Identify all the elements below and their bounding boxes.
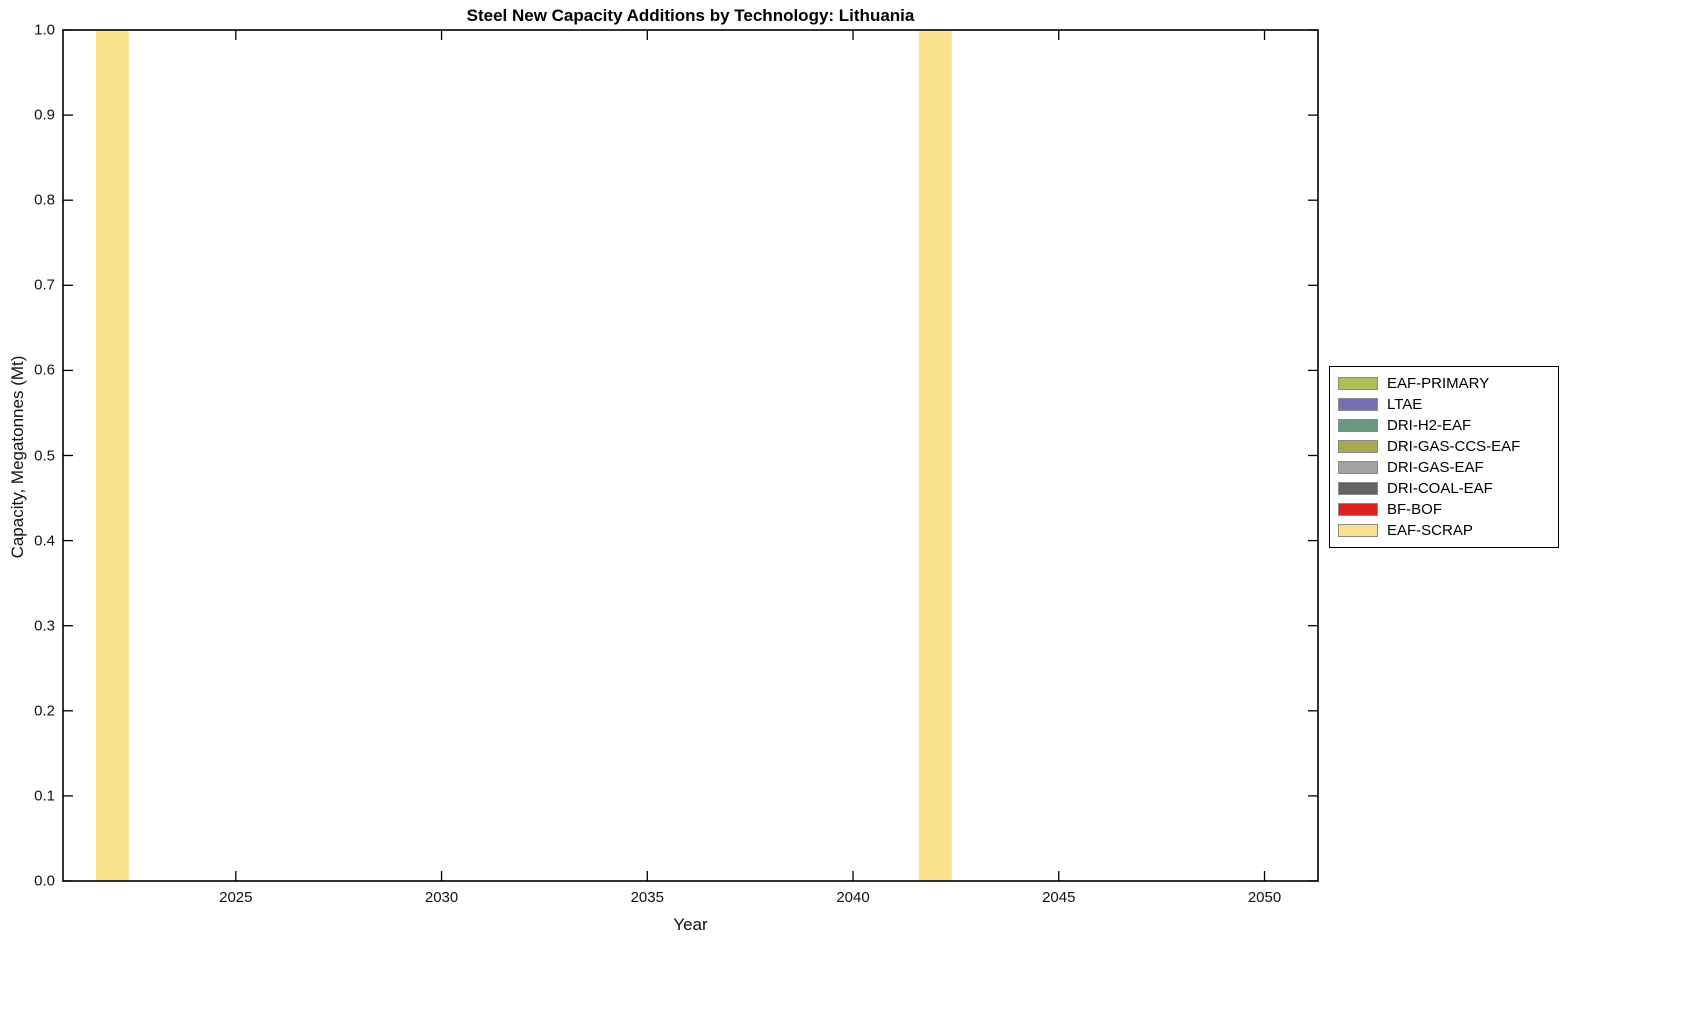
bar-eaf-scrap-2042[interactable] [918, 30, 952, 881]
legend-label-bf-bof: BF-BOF [1387, 501, 1442, 518]
legend-label-eaf-scrap: EAF-SCRAP [1387, 522, 1473, 539]
y-axis-label: Capacity, Megatonnes (Mt) [8, 355, 27, 559]
legend-swatch-dri-gas-eaf [1338, 461, 1378, 474]
legend-item-dri-gas-ccs-eaf[interactable]: DRI-GAS-CCS-EAF [1338, 436, 1550, 457]
y-tick-label-0.9: 0.9 [34, 106, 55, 124]
legend-swatch-ltae [1338, 398, 1378, 411]
x-tick-label-2025: 2025 [219, 889, 253, 906]
legend-item-dri-gas-eaf[interactable]: DRI-GAS-EAF [1338, 457, 1550, 478]
legend-label-dri-gas-ccs-eaf: DRI-GAS-CCS-EAF [1387, 438, 1521, 455]
x-tick-label-2040: 2040 [836, 889, 870, 906]
x-tick-label-2030: 2030 [424, 889, 459, 906]
legend-swatch-dri-h2-eaf [1338, 419, 1378, 432]
legend-label-eaf-primary: EAF-PRIMARY [1387, 375, 1490, 392]
y-tick-label-0.0: 0.0 [34, 872, 55, 890]
legend-label-dri-gas-eaf: DRI-GAS-EAF [1387, 459, 1484, 476]
legend-item-eaf-scrap[interactable]: EAF-SCRAP [1338, 520, 1550, 541]
bar-eaf-scrap-2022[interactable] [95, 30, 129, 881]
y-tick-label-0.6: 0.6 [34, 361, 55, 379]
legend-swatch-eaf-scrap [1338, 524, 1378, 537]
x-tick-label-2045: 2045 [1042, 889, 1076, 906]
y-tick-label-0.3: 0.3 [34, 617, 55, 635]
legend-swatch-dri-coal-eaf [1338, 482, 1378, 495]
legend-swatch-bf-bof [1338, 503, 1378, 516]
legend-swatch-eaf-primary [1338, 377, 1378, 390]
y-tick-label-0.4: 0.4 [34, 532, 55, 550]
legend-label-ltae: LTAE [1387, 396, 1423, 413]
y-tick-label-0.1: 0.1 [34, 787, 55, 805]
y-tick-label-0.7: 0.7 [34, 276, 55, 294]
legend-item-ltae[interactable]: LTAE [1338, 394, 1550, 415]
x-axis-label: Year [673, 915, 708, 934]
legend-label-dri-h2-eaf: DRI-H2-EAF [1387, 417, 1472, 434]
x-tick-label-2035: 2035 [630, 889, 664, 906]
legend-swatch-dri-gas-ccs-eaf [1338, 440, 1378, 453]
legend-item-bf-bof[interactable]: BF-BOF [1338, 499, 1550, 520]
y-tick-label-0.8: 0.8 [34, 191, 55, 209]
legend-label-dri-coal-eaf: DRI-COAL-EAF [1387, 480, 1493, 497]
y-tick-label-0.2: 0.2 [34, 702, 55, 720]
legend-item-eaf-primary[interactable]: EAF-PRIMARY [1338, 373, 1550, 394]
chart-title: Steel New Capacity Additions by Technolo… [466, 6, 915, 25]
x-tick-label-2050: 2050 [1247, 889, 1282, 906]
legend-box: EAF-PRIMARY LTAE DRI-H2-EAF DRI-GAS-CCS-EAF… [1329, 366, 1559, 548]
legend-item-dri-coal-eaf[interactable]: DRI-COAL-EAF [1338, 478, 1550, 499]
y-tick-label-0.5: 0.5 [34, 447, 55, 464]
legend-item-dri-h2-eaf[interactable]: DRI-H2-EAF [1338, 415, 1550, 436]
axes-box [62, 29, 1319, 882]
y-tick-label-1.0: 1.0 [34, 21, 55, 39]
